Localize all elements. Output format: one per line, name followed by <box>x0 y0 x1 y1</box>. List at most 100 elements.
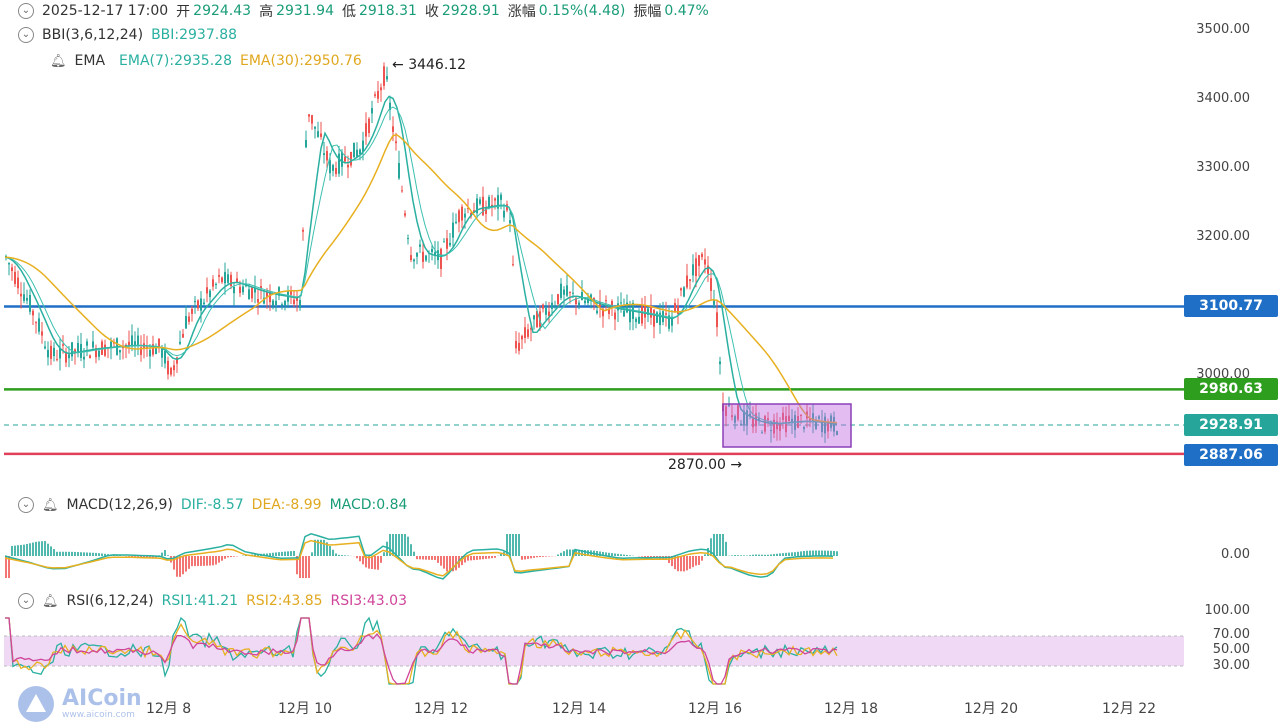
chevron-down-icon[interactable]: ⌄ <box>18 3 34 19</box>
bell-icon[interactable]: 🔔︎ <box>50 53 67 69</box>
candle-body <box>515 341 517 349</box>
candle-body <box>596 310 598 314</box>
candle-body <box>401 190 403 192</box>
candle-body <box>185 316 187 329</box>
macd-label[interactable]: MACD(12,26,9) <box>66 497 173 513</box>
macd-bar <box>470 556 472 561</box>
macd-bar <box>11 545 13 556</box>
macd-bar <box>422 556 424 560</box>
price-tag-blue[interactable]: 3100.77 <box>1184 295 1278 317</box>
macd-bar <box>734 555 736 556</box>
candle-body <box>38 318 40 332</box>
candle-body <box>734 416 736 423</box>
dea-line <box>4 539 834 577</box>
candle-body <box>584 300 586 304</box>
macd-bar <box>836 551 838 556</box>
bell-icon[interactable]: 🔔︎ <box>42 593 59 609</box>
macd-bar <box>32 542 34 556</box>
candle-body <box>554 305 556 307</box>
bell-icon[interactable]: 🔔︎ <box>42 497 59 513</box>
candle-body <box>74 349 76 353</box>
candle-body <box>785 416 787 433</box>
candle-body <box>332 164 334 171</box>
candle-body <box>431 248 433 253</box>
candle-body <box>809 418 811 421</box>
candle-body <box>701 253 703 258</box>
macd-bar <box>743 555 745 556</box>
candle-body <box>176 357 178 364</box>
candle-body <box>230 274 232 287</box>
candle-body <box>152 344 154 355</box>
candle-body <box>251 287 253 299</box>
candle-body <box>668 315 670 329</box>
candle-body <box>557 294 559 305</box>
candle-body <box>719 361 721 365</box>
high-annotation-value: 3446.12 <box>408 57 467 73</box>
candle-body <box>440 248 442 269</box>
candle-body <box>527 329 529 337</box>
macd-bar <box>710 538 712 556</box>
price-tag-red[interactable]: 2887.06 <box>1184 444 1278 466</box>
candle-body <box>656 312 658 323</box>
macd-bar <box>356 556 358 559</box>
candle-body <box>671 316 673 326</box>
macd-bar <box>230 556 232 558</box>
candle-body <box>572 292 574 294</box>
ema-label[interactable]: EMA <box>74 53 106 69</box>
candle-body <box>827 421 829 432</box>
rsi-label[interactable]: RSI(6,12,24) <box>66 593 154 609</box>
candle-body <box>458 210 460 223</box>
candle-body <box>587 299 589 303</box>
macd-bar <box>767 554 769 556</box>
macd-bar <box>473 556 475 561</box>
candle-body <box>524 327 526 338</box>
macd-bar <box>359 556 361 562</box>
candle-body <box>635 318 637 322</box>
candle-body <box>29 294 31 312</box>
candle-body <box>500 194 502 200</box>
candle-body <box>167 360 169 375</box>
macd-bar <box>176 556 178 577</box>
macd-bar <box>611 553 613 556</box>
candle-body <box>41 331 43 336</box>
macd-bar <box>407 536 409 556</box>
candle-body <box>761 432 763 434</box>
chevron-down-icon[interactable]: ⌄ <box>18 27 34 43</box>
x-axis-label: 12月 12 <box>414 701 469 717</box>
candle-body <box>128 341 130 346</box>
candle-body <box>104 344 106 356</box>
macd-bar <box>203 556 205 566</box>
candle-body <box>293 299 295 305</box>
candle-body <box>275 300 277 305</box>
candle-body <box>182 333 184 338</box>
chevron-down-icon[interactable]: ⌄ <box>18 593 34 609</box>
macd-bar <box>155 556 157 558</box>
macd-bar <box>401 534 403 556</box>
macd-bar <box>761 554 763 556</box>
candle-body <box>626 302 628 313</box>
macd-bar <box>5 556 7 578</box>
macd-bar <box>818 550 820 556</box>
macd-bar <box>479 556 481 560</box>
bbi-label[interactable]: BBI(3,6,12,24) <box>42 27 144 43</box>
price-tag-green[interactable]: 2980.63 <box>1184 378 1278 400</box>
candle-body <box>680 288 682 291</box>
consolidation-box <box>722 403 852 448</box>
macd-bar <box>53 549 55 556</box>
candle-body <box>821 420 823 433</box>
macd-bar <box>65 551 67 556</box>
macd-bar <box>764 554 766 556</box>
chevron-down-icon[interactable]: ⌄ <box>18 497 34 513</box>
macd-bar <box>137 556 139 557</box>
candle-body <box>11 267 13 272</box>
macd-value: MACD:0.84 <box>329 497 408 513</box>
macd-bar <box>524 556 526 560</box>
macd-bar <box>752 554 754 556</box>
macd-bar <box>797 551 799 556</box>
macd-bar <box>185 556 187 572</box>
macd-bar <box>146 556 148 558</box>
macd-bar <box>803 551 805 556</box>
macd-bar <box>536 556 538 558</box>
ema7-value: EMA(7):2935.28 <box>119 53 232 69</box>
